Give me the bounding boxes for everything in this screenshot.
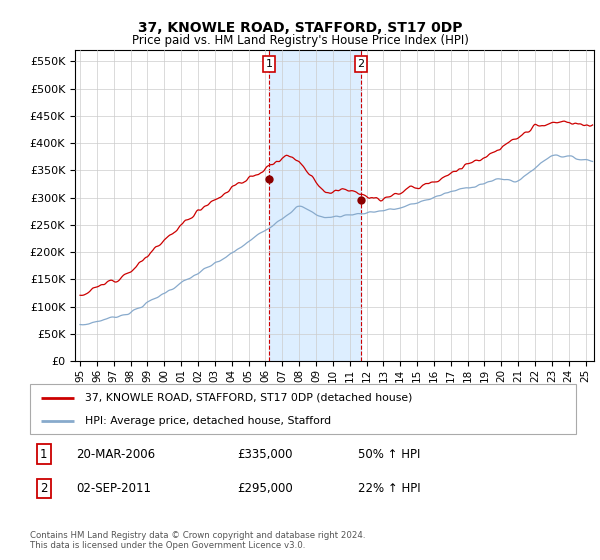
Text: HPI: Average price, detached house, Stafford: HPI: Average price, detached house, Staf… [85, 416, 331, 426]
Text: 2: 2 [358, 59, 365, 69]
Text: 1: 1 [40, 447, 47, 461]
Text: 20-MAR-2006: 20-MAR-2006 [76, 447, 155, 461]
Text: 37, KNOWLE ROAD, STAFFORD, ST17 0DP (detached house): 37, KNOWLE ROAD, STAFFORD, ST17 0DP (det… [85, 393, 412, 403]
Text: 37, KNOWLE ROAD, STAFFORD, ST17 0DP: 37, KNOWLE ROAD, STAFFORD, ST17 0DP [138, 21, 462, 35]
Text: £295,000: £295,000 [238, 482, 293, 495]
Text: £335,000: £335,000 [238, 447, 293, 461]
Text: 50% ↑ HPI: 50% ↑ HPI [358, 447, 420, 461]
Text: 1: 1 [265, 59, 272, 69]
Text: Contains HM Land Registry data © Crown copyright and database right 2024.
This d: Contains HM Land Registry data © Crown c… [30, 531, 365, 550]
Text: 02-SEP-2011: 02-SEP-2011 [76, 482, 151, 495]
Bar [269, 50, 361, 361]
Text: 2: 2 [40, 482, 47, 495]
Text: Price paid vs. HM Land Registry's House Price Index (HPI): Price paid vs. HM Land Registry's House … [131, 34, 469, 46]
FancyBboxPatch shape [30, 384, 576, 434]
Text: 22% ↑ HPI: 22% ↑ HPI [358, 482, 420, 495]
